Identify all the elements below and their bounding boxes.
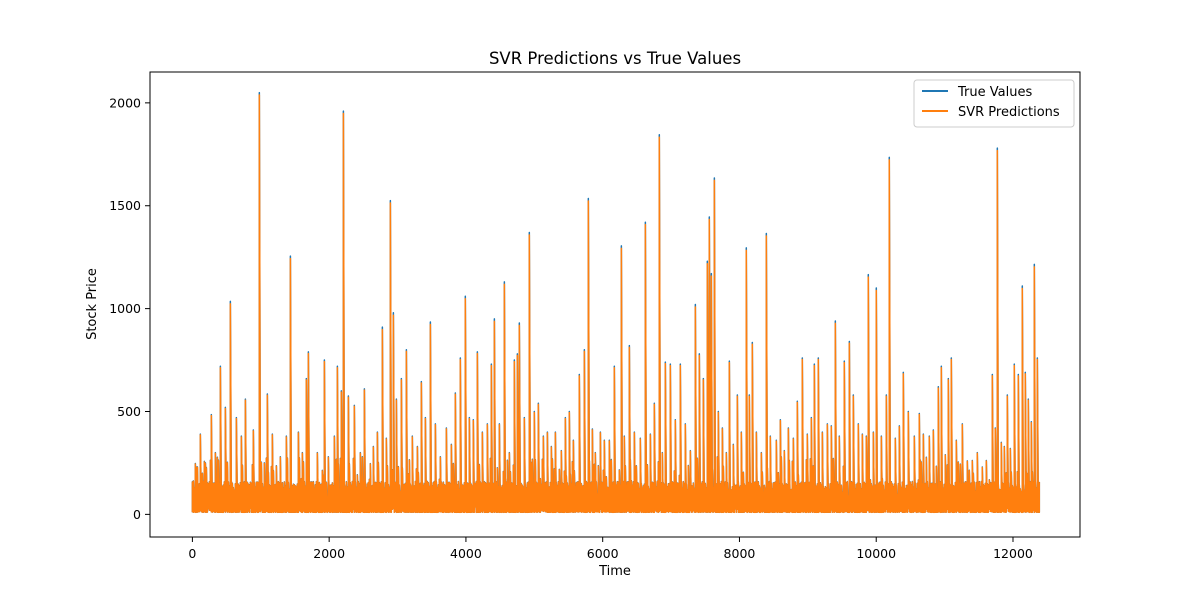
x-tick-label: 2000: [313, 546, 345, 561]
y-tick-label: 1000: [109, 301, 141, 316]
x-tick-label: 12000: [993, 546, 1033, 561]
legend-label-svr-predictions: SVR Predictions: [958, 105, 1060, 120]
x-tick-label: 0: [188, 546, 196, 561]
y-tick-label: 2000: [109, 95, 141, 110]
series-layer: [191, 91, 1041, 514]
x-axis: 0 2000 4000 6000 8000 10000 12000: [188, 537, 1033, 561]
legend-box: [913, 79, 1075, 128]
legend-label-true-values: True Values: [957, 85, 1032, 100]
y-tick-label: 500: [117, 404, 141, 419]
x-tick-label: 4000: [450, 546, 482, 561]
x-tick-label: 8000: [724, 546, 756, 561]
series-line-svr-predictions: [191, 94, 1041, 514]
chart-title: SVR Predictions vs True Values: [489, 49, 741, 68]
x-tick-label: 10000: [856, 546, 896, 561]
x-tick-label: 6000: [587, 546, 619, 561]
plot-frame: [149, 71, 1081, 538]
x-axis-label: Time: [598, 564, 631, 579]
y-tick-label: 1500: [109, 198, 141, 213]
y-axis: 0 500 1000 1500 2000: [109, 95, 150, 522]
legend: True Values SVR Predictions: [913, 79, 1075, 128]
y-tick-label: 0: [133, 507, 141, 522]
y-axis-label: Stock Price: [85, 268, 100, 340]
